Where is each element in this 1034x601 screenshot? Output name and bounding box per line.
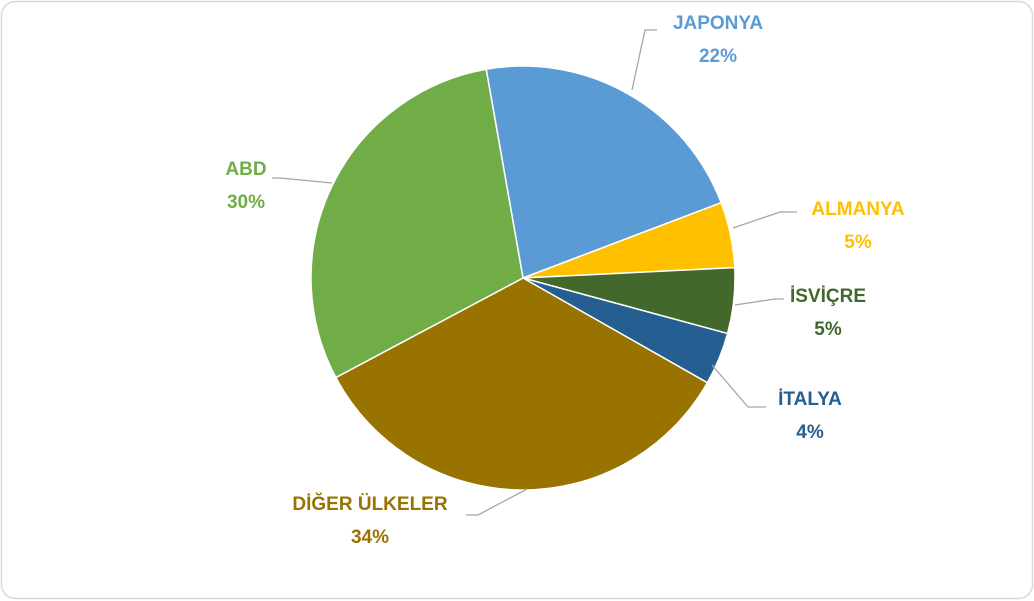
leader-line — [466, 488, 528, 516]
value-label: 4% — [796, 422, 824, 443]
leader-line — [711, 364, 766, 408]
pie-slice — [310, 68, 524, 379]
category-label: JAPONYA — [673, 13, 763, 34]
category-label: ALMANYA — [811, 199, 905, 220]
leader-line — [631, 29, 657, 91]
leader-line — [732, 211, 797, 229]
value-label: 22% — [699, 46, 737, 67]
value-label: 30% — [227, 192, 265, 213]
leader-line — [734, 298, 784, 306]
pie-slice — [334, 277, 709, 491]
value-label: 34% — [351, 527, 389, 548]
category-label: DİĞER ÜLKELER — [292, 493, 447, 515]
category-label: İSVİÇRE — [790, 286, 866, 307]
category-label: İTALYA — [778, 389, 842, 410]
leader-line — [272, 177, 333, 184]
category-label: ABD — [225, 159, 266, 180]
value-label: 5% — [844, 232, 872, 253]
value-label: 5% — [814, 319, 842, 340]
